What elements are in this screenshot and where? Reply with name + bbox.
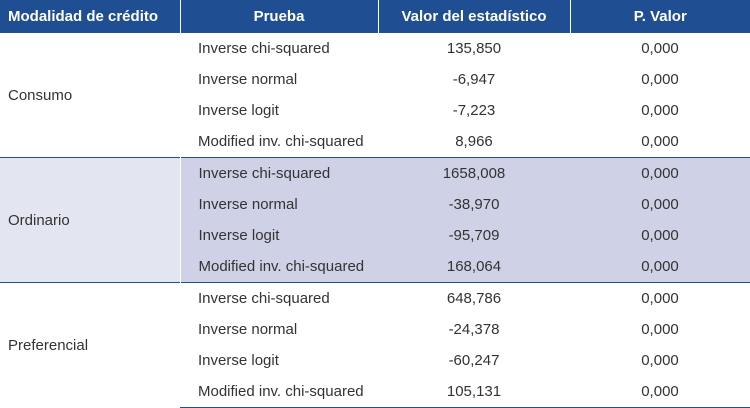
test-name: Inverse chi-squared (180, 157, 378, 189)
table-row: Inverse logit -60,247 0,000 (0, 345, 750, 376)
statistic-value: -24,378 (448, 321, 500, 338)
test-name: Inverse chi-squared (180, 282, 378, 314)
table-row: Modified inv. chi-squared 8,966 0,000 (0, 126, 750, 158)
table-row: Inverse normal -24,378 0,000 (0, 314, 750, 345)
statistic-value: -6,947 (452, 71, 496, 88)
p-value: 0,000 (570, 32, 750, 64)
p-value: 0,000 (641, 71, 679, 88)
test-name: Inverse chi-squared (180, 32, 378, 64)
header-cell: Valor del estadístico (377, 0, 570, 33)
p-value: 0,000 (641, 133, 679, 150)
header-cell: Modalidad de crédito (0, 0, 180, 33)
p-value: 0,000 (570, 376, 750, 408)
table-row: Modified inv. chi-squared 105,131 0,000 (0, 376, 750, 408)
group-label: Ordinario (0, 157, 181, 283)
p-value: 0,000 (641, 321, 679, 338)
header-row: Modalidad de crédito Prueba Valor del esta… (0, 0, 750, 33)
p-value: 0,000 (570, 157, 750, 189)
test-name: Inverse logit (198, 102, 279, 119)
test-name: Inverse normal (198, 321, 298, 338)
statistic-value: -38,970 (378, 189, 570, 220)
table-row: Modified inv. chi-squared 168,064 0,000 (0, 251, 750, 283)
p-value: 0,000 (570, 220, 750, 251)
test-name: Inverse logit (180, 220, 378, 251)
p-value: 0,000 (641, 102, 679, 119)
group-label: Preferencial (0, 282, 180, 408)
p-value: 0,000 (570, 282, 750, 314)
table-body: Consumo Inverse chi-squared 135,850 0,000 In… (0, 32, 750, 408)
test-name: Modified inv. chi-squared (180, 251, 378, 283)
group-label: Consumo (0, 32, 180, 158)
table-row: Inverse normal -38,970 0,000 (0, 189, 750, 220)
table-row: Preferencial Inverse chi-squared 648,786 0,… (0, 282, 750, 408)
test-name: Inverse normal (198, 71, 298, 88)
test-name: Inverse logit (198, 352, 279, 369)
p-value: 0,000 (570, 251, 750, 283)
header-cell: P. Valor (569, 0, 750, 33)
statistic-value: 168,064 (378, 251, 570, 283)
statistic-value: -60,247 (448, 352, 500, 369)
statistic-value: 105,131 (378, 376, 570, 408)
table-row: Inverse normal -6,947 0,000 (0, 64, 750, 95)
table-row: Consumo Inverse chi-squared 135,850 0,000 (0, 32, 750, 158)
table-row: Inverse logit -95,709 0,000 (0, 220, 750, 251)
statistic-value: -95,709 (378, 220, 570, 251)
p-value: 0,000 (570, 189, 750, 220)
p-value: 0,000 (641, 352, 679, 369)
statistic-value: 8,966 (455, 133, 493, 150)
statistic-value: 135,850 (378, 32, 570, 64)
statistic-value: 648,786 (378, 282, 570, 314)
header-cell: Prueba (179, 0, 378, 33)
statistic-value: 1658,008 (378, 157, 570, 189)
table-row: Ordinario Inverse chi-squared 1658,008 0,00… (0, 157, 750, 283)
table-row: Inverse logit -7,223 0,000 (0, 95, 750, 126)
test-name: Modified inv. chi-squared (180, 376, 378, 408)
test-name: Inverse normal (180, 189, 378, 220)
statistic-value: -7,223 (452, 102, 496, 119)
test-name: Modified inv. chi-squared (198, 133, 364, 150)
